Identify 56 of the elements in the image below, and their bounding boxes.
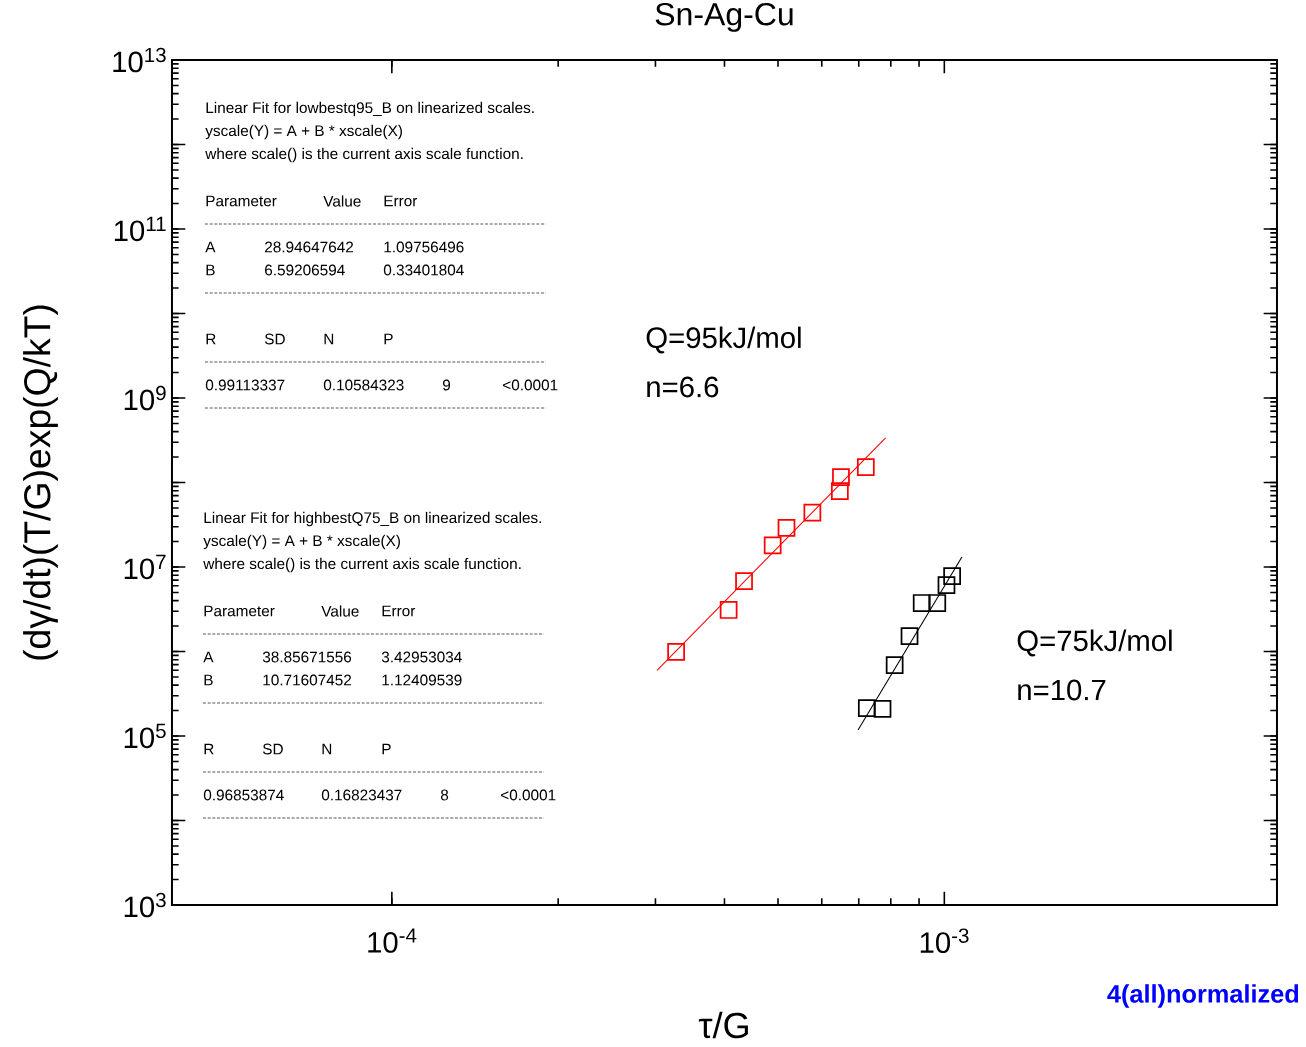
annotation: 28.94647642 (265, 241, 354, 253)
annotation: A (203, 651, 214, 663)
annotation: P (384, 333, 393, 345)
text: 4(all)normalized (1107, 984, 1299, 1008)
annotation: 6.59206594 (265, 264, 345, 276)
annotation: P (382, 743, 391, 755)
annotation: 10.71607452 (263, 674, 352, 686)
annotation: Value (323, 195, 361, 207)
annotation: Parameter (206, 195, 277, 207)
annotation: yscale(Y) = A + B * xscale(X) (205, 124, 402, 140)
annotation: Error (382, 605, 416, 617)
annotation: 1.09756496 (384, 241, 464, 253)
annotation: 0.33401804 (383, 264, 464, 276)
annotation: 9 (442, 379, 451, 391)
annotation: Error (384, 195, 418, 207)
annotation: N (324, 333, 334, 345)
annotation: A (205, 241, 216, 253)
annotation: Value (321, 605, 359, 617)
annotation: SD (264, 333, 285, 345)
annotation: Parameter (204, 605, 275, 617)
annotation: where scale() is the current axis scale function. (203, 557, 521, 573)
x-tick-label: 10$^{-4}$ (368, 928, 417, 953)
annotation: 3.42953034 (381, 651, 462, 663)
chart-title: Sn-Ag-Cu (655, 2, 793, 32)
annotation: 0.16823437 (321, 789, 402, 801)
annotation: B (206, 264, 215, 276)
annotation: <0.0001 (501, 789, 556, 801)
annotation: 38.85671556 (262, 651, 352, 663)
annotation: 8 (440, 789, 449, 801)
annotation: Q=75kJ/mol (1017, 629, 1172, 657)
annotation: 0.99113337 (205, 379, 285, 391)
annotation: N (322, 743, 332, 755)
annotation: SD (262, 743, 283, 755)
y-tick-label: 10$^{7}$ (124, 554, 166, 580)
annotation: R (204, 743, 214, 755)
annotation: 1.12409539 (382, 674, 462, 686)
annotation: Linear Fit for highbestQ75_B on linearized scales. (204, 511, 542, 527)
y-axis-title: (dγ/dt)(T/G)exp(Q/kT) (23, 305, 58, 660)
annotation: 0.10584323 (323, 379, 404, 391)
annotation: B (204, 674, 213, 686)
annotation: yscale(Y) = A + B * xscale(X) (203, 534, 400, 550)
y-tick-label: 10$^{9}$ (124, 385, 166, 411)
annotation: 0.96853874 (203, 789, 284, 801)
y-tick-label: 10$^{5}$ (124, 723, 166, 749)
annotation: n=10.7 (1018, 679, 1106, 701)
y-tick-label: 10$^{13}$ (113, 47, 166, 73)
annotation: Linear Fit for lowbestq95_B on linearized scales. (206, 101, 534, 117)
y-tick-label: 10$^{11}$ (114, 216, 166, 242)
annotation: n=6.6 (647, 376, 719, 398)
x-axis-title: τ/G (698, 1011, 748, 1039)
annotation: R (206, 333, 216, 345)
annotation: <0.0001 (503, 379, 558, 391)
annotation: where scale() is the current axis scale function. (205, 147, 523, 163)
y-tick-label: 10$^{3}$ (124, 892, 166, 918)
x-tick-label: 10$^{-3}$ (920, 928, 969, 954)
annotation: Q=95kJ/mol (646, 326, 801, 354)
